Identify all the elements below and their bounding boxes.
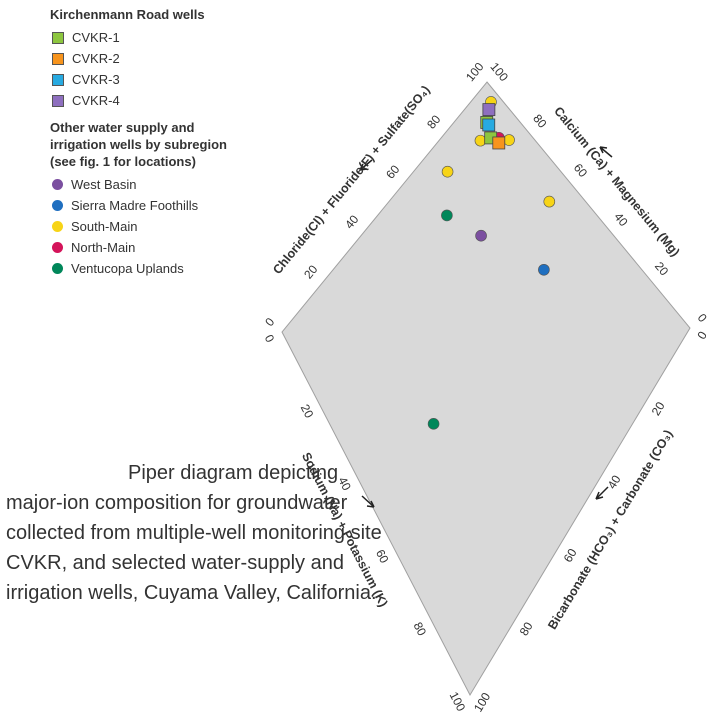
legend-title: Kirchenmann Road wells [50, 7, 205, 22]
tick-label: 100 [463, 60, 487, 85]
point [475, 229, 487, 242]
legend-swatch [52, 179, 63, 190]
tick-label: 40 [611, 210, 631, 229]
tick-label: 20 [301, 262, 320, 281]
legend-label: CVKR-4 [72, 93, 120, 108]
legend-item: South-Main [50, 216, 250, 237]
tick-label: 20 [298, 402, 317, 421]
tick-label: 60 [561, 546, 580, 565]
tick-label: 100 [447, 689, 469, 714]
legend-label: Ventucopa Uplands [71, 261, 184, 276]
diamond-field [281, 81, 691, 697]
legend-item: CVKR-4 [50, 90, 250, 111]
legend-label: West Basin [71, 177, 137, 192]
legend-swatch [52, 221, 63, 232]
legend-label: CVKR-3 [72, 72, 120, 87]
tick-label: 60 [383, 162, 402, 181]
legend-label: CVKR-1 [72, 30, 120, 45]
legend-label: South-Main [71, 219, 138, 234]
legend-item: CVKR-3 [50, 69, 250, 90]
tick-label: 40 [605, 472, 624, 491]
legend-item: CVKR-1 [50, 27, 250, 48]
arrow [599, 146, 613, 158]
point [482, 118, 496, 132]
tick-label: 40 [342, 212, 361, 231]
arrow [361, 495, 375, 508]
point [441, 165, 454, 178]
tick-label: 0 [262, 315, 277, 329]
tick-label: 100 [471, 690, 493, 715]
point [482, 103, 496, 117]
arrow [359, 159, 373, 171]
legend-swatch [52, 263, 63, 274]
tick-label: 0 [695, 311, 710, 325]
legend-label: North-Main [71, 240, 136, 255]
tick-label: 60 [373, 547, 392, 566]
legend-label: CVKR-2 [72, 51, 120, 66]
tick-label: 20 [649, 399, 668, 418]
tick-label: 80 [424, 112, 443, 131]
tick-label: 0 [262, 332, 278, 345]
point [538, 263, 550, 276]
legend-title: Other water supply and irrigation wells … [50, 120, 227, 169]
point [543, 195, 556, 208]
point [492, 136, 506, 150]
legend-item: North-Main [50, 237, 250, 258]
legend-item: Sierra Madre Foothills [50, 195, 250, 216]
legend-swatch [52, 242, 63, 253]
tick-label: 0 [694, 329, 710, 342]
tick-label: 80 [411, 620, 430, 639]
legend-label: Sierra Madre Foothills [71, 198, 199, 213]
legend-swatch [52, 52, 64, 65]
legend-swatch [52, 31, 64, 44]
tick-label: 80 [517, 619, 536, 638]
legend: Kirchenmann Road wells CVKR-1 CVKR-2 CVKR-3… [50, 6, 250, 279]
arrows [359, 146, 613, 508]
point [503, 134, 515, 146]
legend-item: Ventucopa Uplands [50, 258, 250, 279]
legend-swatch [52, 73, 64, 86]
point [441, 209, 453, 222]
tick-label: 60 [571, 161, 591, 180]
tick-label: 100 [487, 60, 511, 85]
legend-swatch [52, 94, 64, 107]
point [427, 418, 440, 430]
tick-label: 40 [335, 475, 354, 494]
tick-label: 80 [530, 112, 550, 131]
legend-item: West Basin [50, 174, 250, 195]
caption: Piper diagram depicting major-ion compos… [6, 462, 382, 604]
tick-label: 20 [652, 259, 672, 278]
legend-item: CVKR-2 [50, 48, 250, 69]
legend-swatch [52, 200, 63, 211]
arrow [595, 486, 609, 500]
